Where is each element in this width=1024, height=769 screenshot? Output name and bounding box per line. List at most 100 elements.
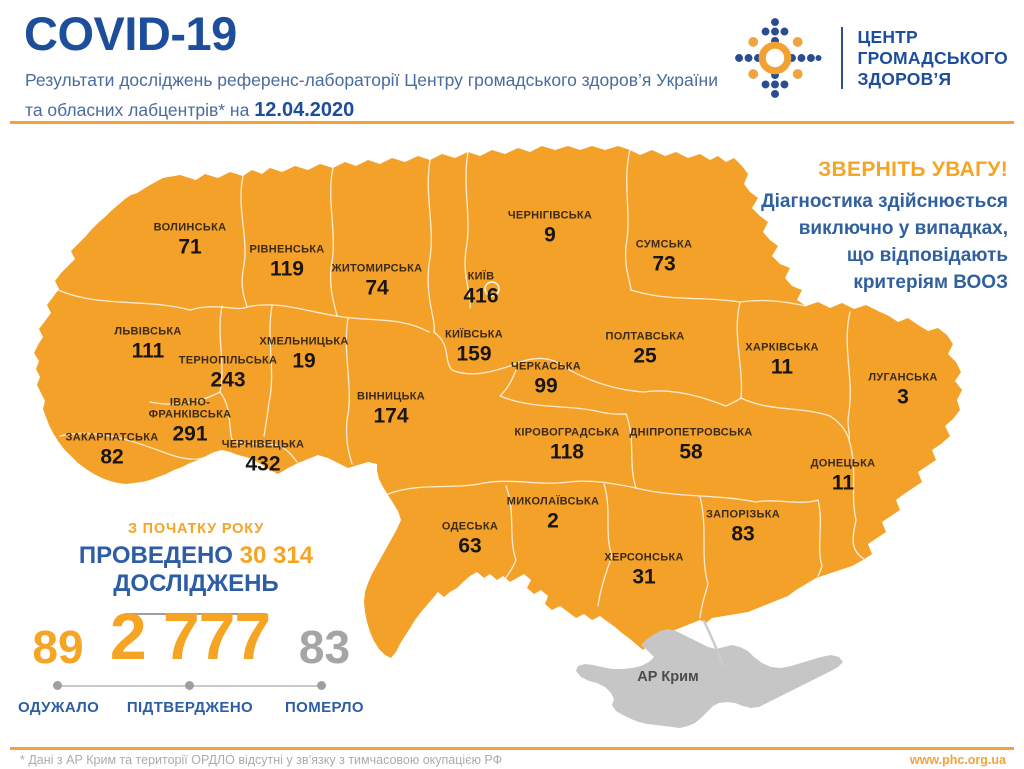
region-value: 83	[731, 522, 755, 546]
logo-text: ЦЕНТР ГРОМАДСЬКОГО ЗДОРОВ’Я	[857, 26, 1008, 89]
region-value: 111	[131, 339, 165, 363]
attention-note: ЗВЕРНІТЬ УВАГУ! Діагностика здійснюється…	[761, 158, 1008, 293]
subtitle-line1: Результати досліджень референс-лаборатор…	[25, 70, 718, 90]
arabat-spit	[702, 619, 725, 667]
region-label-chernihiv: ЧЕРНІГІВСЬКА 9	[508, 209, 592, 246]
region-label-chernivtsi: ЧЕРНІВЕЦЬКА 432	[222, 438, 305, 475]
tests-line: ПРОВЕДЕНО 30 314 ДОСЛІДЖЕНЬ	[78, 542, 314, 597]
region-label-rivne: РІВНЕНСЬКА 119	[249, 243, 324, 280]
region-label-kyiv-city: КИЇВ 416	[463, 270, 498, 307]
region-label-sumy: СУМСЬКА 73	[636, 238, 692, 275]
region-name: КИЇВСЬКА	[444, 328, 504, 341]
region-label-kyivska: КИЇВСЬКА 159	[445, 328, 503, 365]
region-label-luhansk: ЛУГАНСЬКА 3	[868, 371, 937, 408]
region-value: 74	[365, 276, 389, 300]
confirmed-count: 2 777	[109, 599, 271, 673]
region-name: ЛЬВІВСЬКА	[114, 325, 182, 338]
region-name: ДОНЕЦЬКА	[810, 457, 876, 470]
region-name: МИКОЛАЇВСЬКА	[506, 495, 600, 508]
stats-divider	[126, 613, 266, 615]
crimea-shape	[576, 629, 843, 728]
region-value: 9	[544, 223, 556, 247]
region-label-ternopil: ТЕРНОПІЛЬСЬКА 243	[179, 354, 278, 391]
region-label-zhytomyr: ЖИТОМИРСЬКА 74	[332, 262, 423, 299]
region-label-cherkasy: ЧЕРКАСЬКА 99	[511, 360, 581, 397]
subtitle: Результати досліджень референс-лаборатор…	[25, 66, 718, 126]
region-name: ЖИТОМИРСЬКА	[331, 262, 423, 275]
region-name: ВОЛИНСЬКА	[153, 221, 227, 234]
region-name: КИЇВ	[467, 270, 495, 283]
region-value: 99	[534, 374, 558, 398]
region-value: 159	[456, 342, 492, 366]
region-name: ВІННИЦЬКА	[356, 390, 426, 403]
died-label: ПОМЕРЛО	[284, 699, 364, 716]
region-label-khmelnytskyi: ХМЕЛЬНИЦЬКА 19	[259, 335, 348, 372]
phc-logo-icon	[735, 18, 822, 98]
region-name: ЛУГАНСЬКА	[868, 371, 938, 384]
region-label-odesa: ОДЕСЬКА 63	[442, 520, 498, 557]
region-name: РІВНЕНСЬКА	[249, 243, 325, 256]
region-value: 31	[632, 565, 656, 589]
oblast-borders	[57, 149, 865, 619]
tests-kicker: З ПОЧАТКУ РОКУ	[127, 521, 265, 537]
region-value: 58	[679, 440, 703, 464]
recovered-dot	[53, 681, 62, 690]
region-value: 416	[463, 284, 499, 308]
confirmed-label: ПІДТВЕРДЖЕНО	[126, 699, 254, 716]
region-name: ОДЕСЬКА	[441, 520, 499, 533]
region-name: ІВАНО-ФРАНКІВСЬКА	[148, 396, 232, 421]
region-label-dnipropetrovsk: ДНІПРОПЕТРОВСЬКА 58	[629, 426, 752, 463]
recovered-count: 89	[32, 621, 84, 673]
recovered-label: ОДУЖАЛО	[18, 699, 100, 716]
region-name: ЧЕРКАСЬКА	[511, 360, 581, 373]
footnote: * Дані з АР Крим та території ОРДЛО відс…	[20, 753, 503, 767]
region-value: 174	[373, 404, 409, 428]
region-label-kharkiv: ХАРКІВСЬКА 11	[745, 341, 818, 378]
report-date: 12.04.2020	[254, 99, 355, 121]
region-value: 432	[245, 452, 281, 476]
region-name: ПОЛТАВСЬКА	[605, 330, 685, 343]
died-dot	[317, 681, 326, 690]
region-value: 119	[270, 257, 304, 281]
region-name: СУМСЬКА	[635, 238, 693, 251]
region-value: 243	[210, 368, 246, 392]
region-value: 291	[172, 422, 208, 446]
region-value: 19	[292, 349, 316, 373]
region-name: ЗАКАРПАТСЬКА	[65, 431, 159, 444]
subtitle-line2: та обласних лабцентрів* на 12.04.2020	[25, 99, 355, 121]
region-name: ЧЕРНІГІВСЬКА	[507, 209, 593, 222]
phc-logo: ЦЕНТР ГРОМАДСЬКОГО ЗДОРОВ’Я	[723, 6, 1008, 110]
header-divider	[10, 121, 1014, 124]
region-label-lviv: ЛЬВІВСЬКА 111	[114, 325, 181, 362]
region-name: ТЕРНОПІЛЬСЬКА	[178, 354, 278, 367]
attention-title: ЗВЕРНІТЬ УВАГУ!	[818, 158, 1008, 181]
site-url[interactable]: www.phc.org.ua	[909, 753, 1006, 767]
region-name: ЧЕРНІВЕЦЬКА	[221, 438, 305, 451]
region-name: КІРОВОГРАДСЬКА	[514, 426, 620, 439]
region-label-vinnytsia: ВІННИЦЬКА 174	[357, 390, 425, 427]
region-name: ЗАПОРІЗЬКА	[705, 508, 781, 521]
region-value: 118	[550, 440, 584, 464]
region-label-ivano-frankivsk: ІВАНО-ФРАНКІВСЬКА 291	[142, 396, 238, 445]
region-value: 82	[100, 445, 124, 469]
region-name: ХАРКІВСЬКА	[745, 341, 819, 354]
confirmed-dot	[185, 681, 194, 690]
region-value: 73	[652, 252, 676, 276]
region-value: 11	[831, 471, 855, 495]
region-value: 11	[770, 355, 794, 379]
region-name: ХМЕЛЬНИЦЬКА	[259, 335, 349, 348]
region-label-zaporizhzhia: ЗАПОРІЗЬКА 83	[706, 508, 780, 545]
region-label-mykolaiv: МИКОЛАЇВСЬКА 2	[507, 495, 599, 532]
died-count: 83	[298, 621, 351, 673]
region-name: ДНІПРОПЕТРОВСЬКА	[629, 426, 753, 439]
region-label-zakarpattia: ЗАКАРПАТСЬКА 82	[66, 431, 159, 468]
logo-divider	[841, 27, 844, 89]
region-value: 25	[633, 344, 657, 368]
region-label-volyn: ВОЛИНСЬКА 71	[154, 221, 227, 258]
region-label-kherson: ХЕРСОНСЬКА 31	[604, 551, 683, 588]
tests-summary: З ПОЧАТКУ РОКУ ПРОВЕДЕНО 30 314 ДОСЛІДЖЕ…	[0, 521, 392, 615]
footer-divider	[10, 747, 1014, 750]
ukraine-land-shape	[34, 146, 962, 658]
